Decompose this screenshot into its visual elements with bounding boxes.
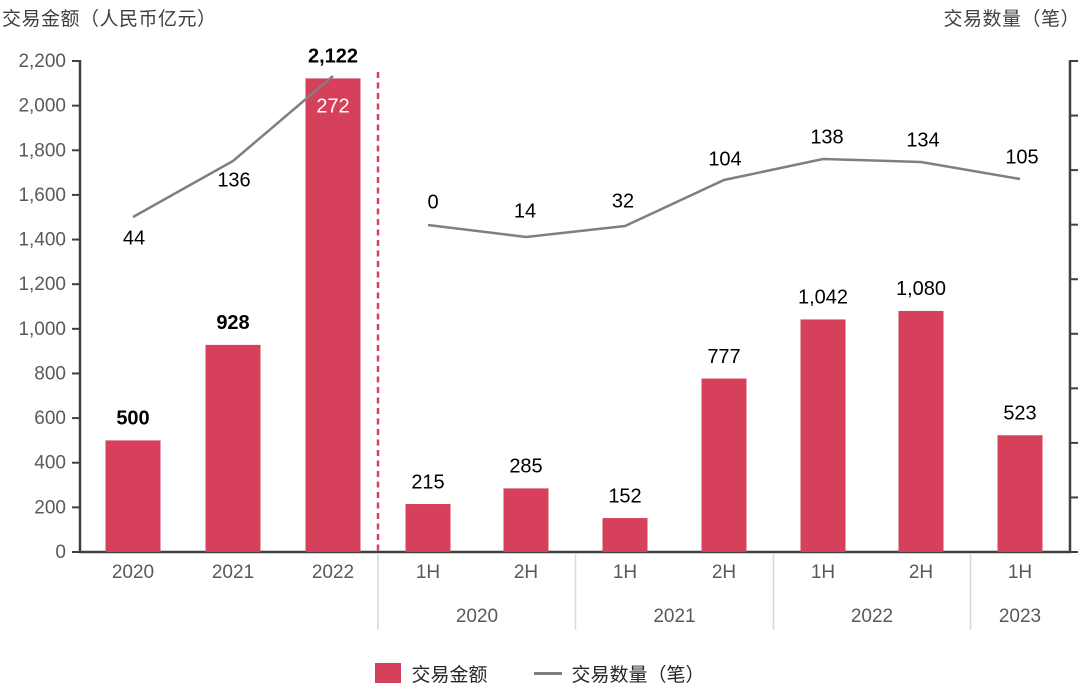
category-label-half_yearly-2: 1H: [613, 562, 637, 583]
bar-half_yearly-6: [997, 435, 1043, 552]
left-axis-tick-label: 1,800: [18, 140, 66, 161]
left-axis-tick-label: 400: [34, 453, 66, 474]
category-label-annual-0: 2020: [112, 562, 154, 583]
category-label-annual-1: 2021: [212, 562, 254, 583]
category-label-half_yearly-5: 2H: [909, 562, 933, 583]
bar-label-annual-2: 2,122: [308, 46, 358, 68]
count-line-half_yearly: [427, 157, 1021, 239]
group-label-2: 2022: [851, 606, 893, 627]
bar-label-half_yearly-4: 1,042: [798, 287, 848, 309]
left-axis-tick-label: 2,200: [18, 51, 66, 72]
bar-label-half_yearly-5: 1,080: [896, 278, 946, 300]
bar-label-half_yearly-2: 152: [608, 485, 641, 507]
line-label-annual-1: 136: [217, 169, 250, 191]
line-label-half_yearly-0: 0: [427, 191, 438, 213]
bar-half_yearly-3: [701, 378, 747, 552]
category-label-annual-2: 2022: [312, 562, 354, 583]
left-axis-tick-label: 1,200: [18, 274, 66, 295]
bar-label-half_yearly-1: 285: [509, 456, 542, 478]
left-axis-tick-label: 0: [55, 542, 66, 563]
right-axis-title: 交易数量（笔）: [943, 9, 1080, 30]
bar-label-annual-1: 928: [216, 312, 249, 334]
category-label-half_yearly-6: 1H: [1008, 562, 1032, 583]
bar-half_yearly-4: [800, 319, 846, 552]
line-swatch-icon: [533, 671, 562, 675]
bar-half_yearly-2: [602, 518, 648, 552]
category-label-half_yearly-4: 1H: [811, 562, 835, 583]
bar-half_yearly-5: [898, 310, 944, 552]
group-label-3: 2023: [999, 606, 1041, 627]
legend-amount-label: 交易金额: [411, 664, 488, 686]
bar-annual-0: [105, 440, 161, 552]
line-label-half_yearly-3: 104: [708, 148, 741, 170]
legend-count-label: 交易数量（笔）: [571, 664, 705, 686]
line-label-annual-2: 272: [316, 95, 349, 117]
left-axis-title: 交易金额（人民币亿元）: [2, 9, 217, 30]
bar-label-half_yearly-6: 523: [1003, 403, 1036, 425]
legend: 交易金额 交易数量（笔）: [0, 656, 1080, 690]
group-label-0: 2020: [456, 606, 498, 627]
line-label-half_yearly-5: 134: [906, 129, 939, 151]
group-label-1: 2021: [653, 606, 695, 627]
left-axis-tick-label: 2,000: [18, 96, 66, 117]
bar-annual-1: [205, 344, 261, 552]
bar-half_yearly-0: [405, 504, 451, 552]
category-label-half_yearly-3: 2H: [712, 562, 736, 583]
line-label-half_yearly-6: 105: [1005, 146, 1038, 168]
category-label-half_yearly-0: 1H: [416, 562, 440, 583]
line-label-annual-0: 44: [123, 227, 145, 249]
legend-item-amount: 交易金额: [375, 660, 488, 687]
category-label-half_yearly-1: 2H: [514, 562, 538, 583]
combo-chart: 0 200 400 600 800 1,000 1,200 1,400 1,600 1,800 2,…: [18, 46, 1078, 630]
bar-label-half_yearly-0: 215: [411, 471, 444, 493]
left-axis-tick-label: 1,000: [18, 319, 66, 340]
bar-label-annual-0: 500: [116, 408, 149, 430]
bar-swatch-icon: [375, 663, 402, 683]
bar-annual-2: [305, 78, 361, 553]
left-axis-tick-label: 800: [34, 363, 66, 384]
left-axis-tick-label: 600: [34, 408, 66, 429]
left-axis-tick-label: 1,600: [18, 185, 66, 206]
line-label-half_yearly-2: 32: [612, 190, 634, 212]
legend-item-count: 交易数量（笔）: [533, 660, 705, 687]
bar-half_yearly-1: [503, 488, 549, 552]
left-axis-tick-label: 200: [34, 497, 66, 518]
count-line-annual: [132, 75, 334, 219]
line-label-half_yearly-4: 138: [810, 126, 843, 148]
bar-label-half_yearly-3: 777: [707, 346, 740, 368]
left-axis-tick-label: 1,400: [18, 230, 66, 251]
line-label-half_yearly-1: 14: [514, 200, 536, 222]
